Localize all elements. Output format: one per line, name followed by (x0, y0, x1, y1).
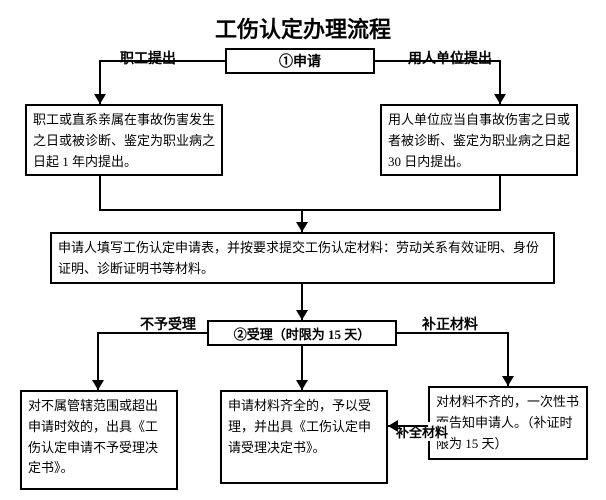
page-title: 工伤认定办理流程 (0, 12, 606, 44)
box-materials: 申请人填写工伤认定申请表，并按要求提交工伤认定材料：劳动关系有效证明、身份证明、… (50, 232, 555, 284)
box-emp_right: 用人单位应当自事故伤害之日或者被诊断、鉴定为职业病之日起 30 日内提出。 (380, 104, 578, 176)
label-employer_submit: 用人单位提出 (408, 48, 492, 68)
box-emp_left: 职工或直系亲属在事故伤害发生之日或被诊断、鉴定为职业病之日起 1 年内提出。 (25, 104, 223, 176)
box-out_left: 对不属管辖范围或超出申请时效的，出具《工伤认定申请不予受理决定书》。 (20, 390, 178, 490)
label-supplement2: 补全材料 (396, 422, 448, 441)
label-reject: 不予受理 (140, 314, 196, 334)
label-employee_submit: 职工提出 (120, 48, 176, 68)
box-out_mid: 申请材料齐全的，予以受理，并出具《工伤认定申请受理决定书》。 (220, 390, 388, 484)
box-accept: ②受理（时限为 15 天） (207, 320, 397, 346)
box-out_right: 对材料不齐的，一次性书面告知申请人。（补证时限为 15 天） (428, 386, 588, 460)
box-apply: ①申请 (225, 48, 375, 74)
label-supplement: 补正材料 (422, 314, 478, 334)
